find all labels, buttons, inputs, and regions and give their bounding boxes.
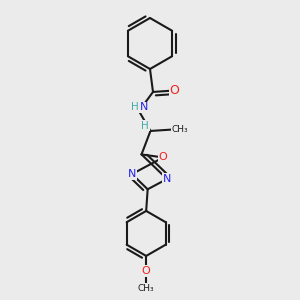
- Text: N: N: [163, 174, 171, 184]
- Text: N: N: [140, 103, 148, 112]
- Text: O: O: [159, 152, 168, 163]
- Text: CH₃: CH₃: [172, 125, 188, 134]
- Text: H: H: [141, 121, 149, 130]
- Text: O: O: [142, 266, 151, 276]
- Text: H: H: [130, 103, 138, 112]
- Text: CH₃: CH₃: [138, 284, 154, 293]
- Text: O: O: [170, 84, 180, 97]
- Text: N: N: [128, 169, 136, 179]
